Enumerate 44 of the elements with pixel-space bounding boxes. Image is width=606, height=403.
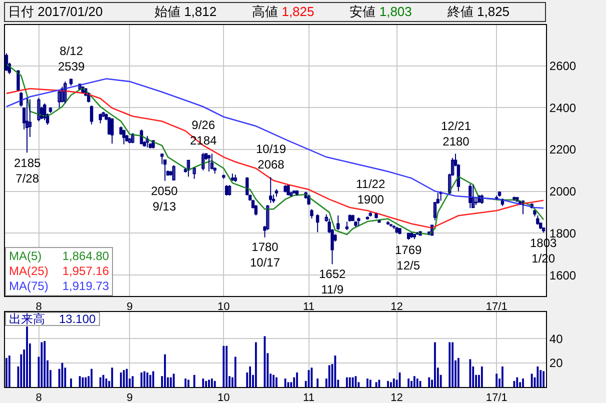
annotation: 13.100 bbox=[59, 312, 96, 326]
line-series bbox=[6, 78, 544, 209]
y-tick-label: 1600 bbox=[549, 268, 576, 282]
annotation: 1,919.73 bbox=[62, 279, 110, 294]
text: MA(75) bbox=[9, 279, 48, 294]
y-tick-label: 20 bbox=[549, 356, 564, 370]
x-tick-label: 17/1 bbox=[486, 392, 508, 403]
annotation: 12/21 2180 bbox=[441, 119, 472, 149]
annotation: 1652 11/9 bbox=[319, 267, 346, 297]
y-tick-label: 2600 bbox=[549, 59, 576, 74]
x-tick-label: 11 bbox=[303, 392, 314, 403]
y-tick-label: 2400 bbox=[549, 100, 576, 115]
y-tick-label: 2000 bbox=[549, 184, 576, 199]
text: 安値 1,803 bbox=[350, 3, 412, 21]
annotation: 1,864.80 bbox=[62, 249, 110, 264]
x-tick-label: 12 bbox=[390, 392, 403, 403]
x-tick-label: 8 bbox=[36, 392, 42, 403]
series-label: 出来高 bbox=[9, 312, 45, 326]
text: 終値 1,825 bbox=[447, 3, 510, 21]
text: MA(5) bbox=[9, 249, 42, 264]
text: 始値 1,812 bbox=[154, 3, 217, 21]
text: 高値 1,825 bbox=[252, 3, 314, 21]
annotation: 2050 9/13 bbox=[151, 184, 178, 214]
annotation: 8/12 2539 bbox=[58, 44, 86, 74]
x-tick-label: 10 bbox=[218, 392, 230, 403]
x-tick-label: 11 bbox=[303, 301, 314, 314]
annotation: 1780 10/17 bbox=[250, 240, 280, 270]
annotation: 2185 7/28 bbox=[14, 156, 42, 186]
text: MA(25) bbox=[9, 264, 48, 279]
y-tick-label: 40 bbox=[549, 332, 564, 346]
line-series bbox=[6, 63, 544, 236]
line-series bbox=[6, 88, 544, 229]
chart-title: 日付 2017/01/20 bbox=[7, 3, 104, 21]
x-tick-label: 9 bbox=[126, 301, 133, 314]
x-tick-label: 17/1 bbox=[486, 301, 508, 314]
annotation: 10/19 2068 bbox=[256, 142, 286, 172]
annotation: 11/22 1900 bbox=[356, 177, 386, 207]
annotation: 1,957.16 bbox=[62, 264, 110, 279]
y-tick-label: 2200 bbox=[549, 142, 576, 157]
x-tick-label: 8 bbox=[36, 301, 42, 314]
x-tick-label: 12 bbox=[390, 301, 403, 314]
annotation: 1769 12/5 bbox=[395, 243, 422, 273]
x-tick-label: 10 bbox=[218, 301, 230, 314]
x-tick-label: 9 bbox=[126, 392, 133, 403]
